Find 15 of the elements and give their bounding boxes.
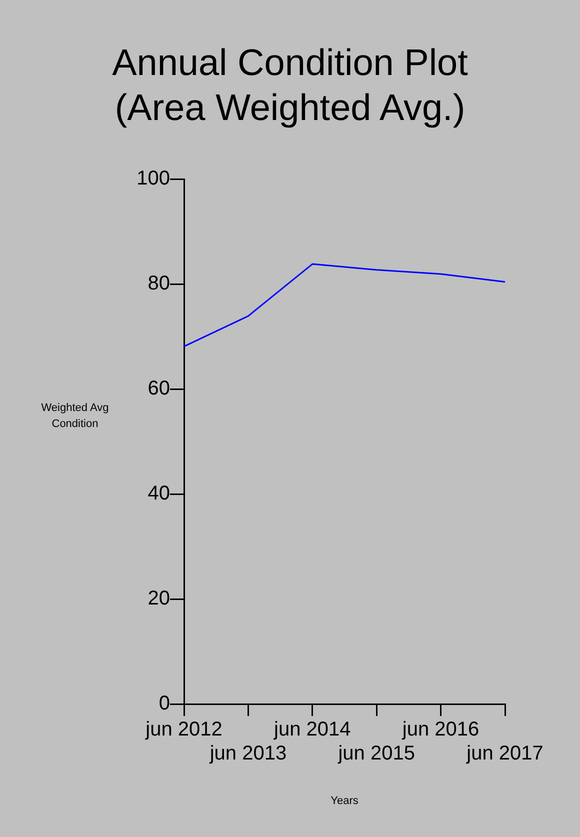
- chart-title: Annual Condition Plot (Area Weighted Avg.): [111, 41, 469, 130]
- x-tick-label: jun 2014: [273, 718, 351, 741]
- y-axis-title: Weighted Avg Condition: [40, 401, 110, 432]
- y-tick-label: 100: [136, 168, 170, 190]
- y-tick-label: 40: [148, 482, 170, 505]
- y-tick-label: 20: [148, 588, 170, 610]
- x-tick-label: jun 2016: [401, 718, 480, 741]
- x-tick-label: jun 2013: [208, 742, 287, 765]
- x-tick-label: jun 2017: [466, 742, 544, 765]
- y-tick-label: 0: [158, 692, 170, 715]
- y-tick-label: 80: [148, 272, 170, 295]
- x-axis-title: Years: [330, 795, 360, 807]
- x-tick-label: jun 2012: [144, 718, 222, 741]
- x-tick-label: jun 2015: [337, 742, 415, 765]
- y-tick-label: 60: [148, 378, 170, 400]
